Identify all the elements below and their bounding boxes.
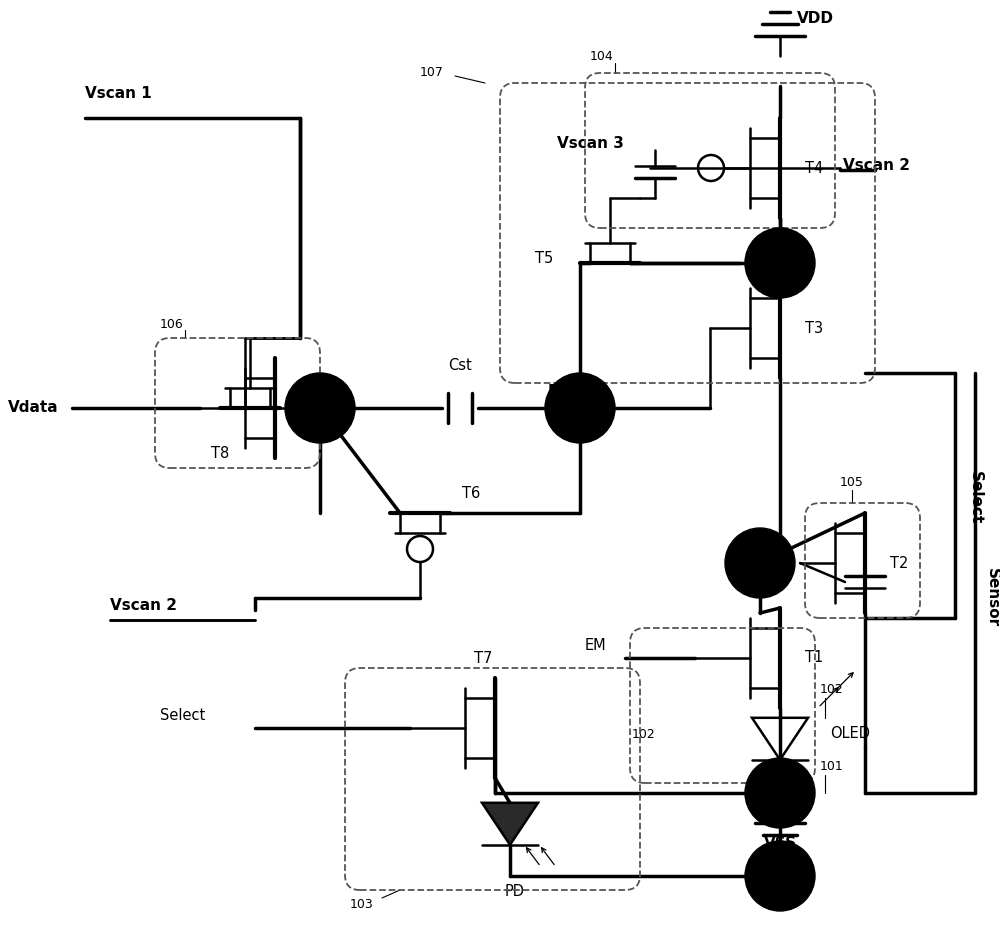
Circle shape — [285, 373, 355, 443]
Text: Vdata: Vdata — [8, 400, 59, 415]
Circle shape — [745, 228, 815, 298]
Text: 104: 104 — [590, 50, 614, 63]
Text: T5: T5 — [535, 250, 553, 265]
Text: OLED: OLED — [830, 725, 870, 740]
Text: Select: Select — [160, 708, 205, 723]
Text: T4: T4 — [805, 160, 823, 175]
Text: C: C — [772, 539, 783, 554]
Text: T2: T2 — [890, 556, 908, 571]
Text: PD: PD — [505, 884, 525, 899]
Text: Cst: Cst — [448, 358, 472, 373]
Text: Select: Select — [968, 471, 982, 524]
Circle shape — [745, 758, 815, 828]
Circle shape — [725, 528, 795, 598]
Text: B: B — [548, 384, 560, 399]
Text: 101: 101 — [820, 760, 844, 773]
Text: T3: T3 — [805, 320, 823, 336]
Text: 107: 107 — [420, 66, 444, 79]
Text: T8: T8 — [211, 446, 229, 461]
Text: 106: 106 — [160, 318, 184, 331]
Text: Sensor: Sensor — [984, 569, 1000, 628]
Text: T1: T1 — [805, 650, 823, 665]
Text: 103: 103 — [350, 898, 374, 911]
Text: T6: T6 — [462, 486, 480, 501]
Text: Vscan 1: Vscan 1 — [85, 86, 152, 101]
Text: A: A — [292, 384, 304, 399]
Circle shape — [745, 841, 815, 911]
Text: T7: T7 — [474, 651, 492, 666]
Text: Vscan 3: Vscan 3 — [557, 136, 623, 151]
Text: EM: EM — [585, 638, 607, 653]
Text: Vscan 2: Vscan 2 — [843, 158, 910, 173]
Text: 105: 105 — [840, 476, 864, 489]
Text: VSS: VSS — [763, 836, 797, 851]
Polygon shape — [482, 803, 538, 845]
Text: Vscan 2: Vscan 2 — [110, 598, 177, 613]
Circle shape — [545, 373, 615, 443]
Text: 102: 102 — [820, 683, 844, 696]
Text: VDD: VDD — [796, 11, 834, 26]
Text: 102: 102 — [632, 728, 656, 741]
